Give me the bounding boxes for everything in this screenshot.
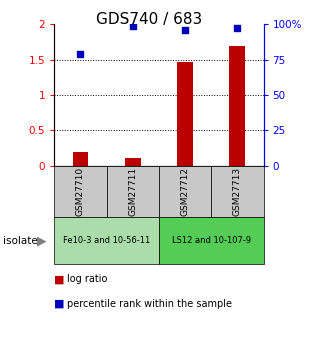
Bar [229, 46, 245, 166]
Text: percentile rank within the sample: percentile rank within the sample [67, 299, 232, 308]
Text: LS12 and 10-107-9: LS12 and 10-107-9 [172, 236, 251, 245]
Text: log ratio: log ratio [67, 275, 107, 284]
Text: GSM27712: GSM27712 [180, 167, 189, 216]
Point [78, 51, 83, 57]
Text: GSM27713: GSM27713 [233, 167, 242, 216]
Text: ■: ■ [54, 299, 65, 308]
Text: isolate: isolate [3, 236, 38, 246]
Point [183, 27, 188, 32]
Text: Fe10-3 and 10-56-11: Fe10-3 and 10-56-11 [63, 236, 150, 245]
Text: GSM27711: GSM27711 [128, 167, 137, 216]
Bar [73, 152, 88, 166]
Text: ▶: ▶ [37, 234, 47, 247]
Point [130, 23, 135, 29]
Text: ■: ■ [54, 275, 65, 284]
Bar [125, 158, 140, 166]
Text: GSM27710: GSM27710 [76, 167, 85, 216]
Text: GDS740 / 683: GDS740 / 683 [96, 12, 202, 27]
Point [235, 25, 240, 30]
Bar [177, 62, 193, 166]
